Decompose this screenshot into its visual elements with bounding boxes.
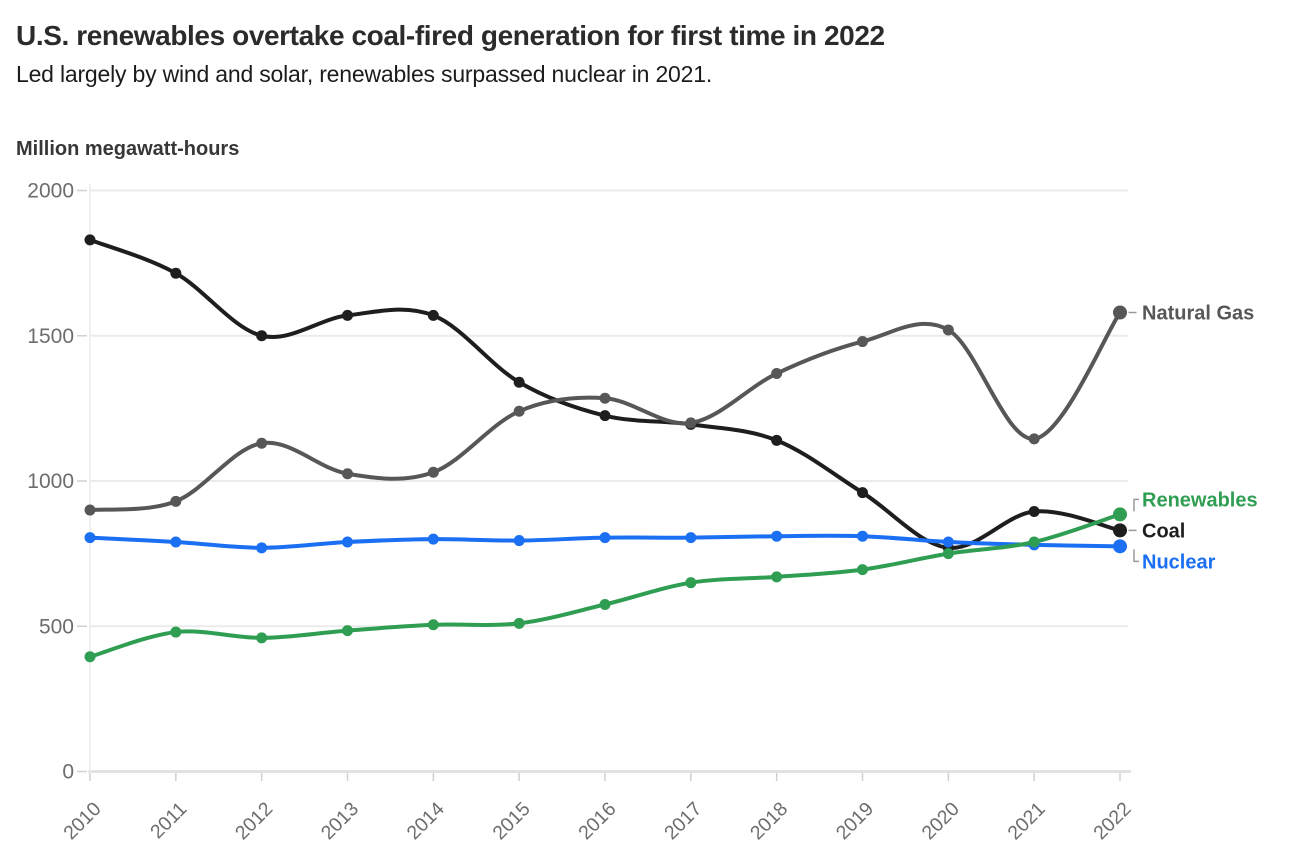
data-point-natural-gas-2016 bbox=[599, 392, 611, 404]
data-point-coal-2014 bbox=[427, 309, 439, 321]
data-point-nuclear-2010 bbox=[84, 532, 96, 544]
data-point-renewables-2014 bbox=[427, 619, 439, 631]
data-point-nuclear-2019 bbox=[857, 530, 868, 542]
data-point-natural-gas-2012 bbox=[256, 437, 268, 449]
y-axis-title: Million megawatt-hours bbox=[16, 138, 240, 160]
x-tick-label: 2020 bbox=[918, 798, 964, 844]
data-point-natural-gas-2019 bbox=[857, 336, 868, 348]
data-point-coal-2011 bbox=[170, 267, 182, 279]
data-point-nuclear-2020 bbox=[942, 536, 954, 548]
data-point-coal-2019 bbox=[857, 487, 868, 499]
chart-title: U.S. renewables overtake coal-fired gene… bbox=[16, 20, 885, 51]
x-tick-label: 2019 bbox=[832, 798, 878, 844]
series-layer bbox=[84, 234, 1127, 663]
y-tick-label: 500 bbox=[39, 615, 74, 638]
data-point-renewables-2015 bbox=[513, 617, 525, 629]
data-point-natural-gas-2020 bbox=[942, 324, 954, 336]
data-point-nuclear-2015 bbox=[513, 535, 525, 547]
x-tick-label: 2013 bbox=[317, 798, 363, 844]
data-point-renewables-2021 bbox=[1028, 536, 1040, 548]
data-point-nuclear-2018 bbox=[771, 530, 783, 542]
data-point-renewables-2022 bbox=[1113, 507, 1127, 522]
data-point-nuclear-2016 bbox=[599, 532, 611, 544]
x-tick-label: 2010 bbox=[59, 798, 105, 844]
data-point-coal-2022 bbox=[1113, 523, 1127, 538]
x-tick-label: 2018 bbox=[746, 798, 792, 844]
x-tick-label: 2022 bbox=[1089, 798, 1135, 844]
x-tick-label: 2017 bbox=[660, 798, 706, 844]
data-point-nuclear-2011 bbox=[170, 536, 182, 548]
data-point-nuclear-2017 bbox=[685, 532, 697, 544]
data-point-natural-gas-2015 bbox=[513, 405, 525, 417]
label-connector-nuclear bbox=[1133, 549, 1139, 563]
data-point-natural-gas-2017 bbox=[685, 417, 697, 429]
data-point-natural-gas-2022 bbox=[1113, 305, 1127, 320]
data-point-coal-2013 bbox=[342, 309, 353, 321]
series-renewables bbox=[84, 507, 1127, 663]
series-natural-gas bbox=[84, 305, 1127, 516]
label-connector-renewables bbox=[1133, 498, 1139, 512]
data-point-natural-gas-2011 bbox=[170, 495, 182, 507]
x-tick-label: 2021 bbox=[1003, 798, 1049, 844]
data-point-natural-gas-2018 bbox=[771, 368, 783, 380]
series-nuclear bbox=[84, 530, 1127, 554]
data-point-renewables-2020 bbox=[942, 548, 954, 560]
data-point-nuclear-2013 bbox=[342, 536, 353, 548]
data-point-renewables-2013 bbox=[342, 625, 353, 637]
data-point-natural-gas-2021 bbox=[1028, 433, 1040, 445]
data-point-renewables-2019 bbox=[857, 564, 868, 576]
chart-header: U.S. renewables overtake coal-fired gene… bbox=[16, 20, 1276, 88]
x-tick-label: 2015 bbox=[488, 798, 534, 844]
data-point-renewables-2017 bbox=[685, 577, 697, 589]
series-end-label-renewables: Renewables bbox=[1142, 489, 1258, 511]
data-point-natural-gas-2013 bbox=[342, 468, 353, 480]
data-point-coal-2018 bbox=[771, 434, 783, 446]
data-point-coal-2012 bbox=[256, 330, 268, 342]
series-end-label-nuclear: Nuclear bbox=[1142, 551, 1216, 573]
series-end-label-coal: Coal bbox=[1142, 520, 1185, 542]
data-point-renewables-2012 bbox=[256, 632, 268, 644]
y-tick-label: 2000 bbox=[27, 180, 74, 203]
data-point-nuclear-2012 bbox=[256, 542, 268, 554]
data-point-renewables-2010 bbox=[84, 651, 96, 663]
data-point-natural-gas-2010 bbox=[84, 504, 96, 516]
x-tick-label: 2016 bbox=[574, 798, 620, 844]
data-point-renewables-2011 bbox=[170, 626, 182, 638]
data-point-renewables-2018 bbox=[771, 571, 783, 583]
data-point-natural-gas-2014 bbox=[427, 466, 439, 478]
y-tick-label: 1000 bbox=[27, 470, 74, 493]
x-tick-label: 2012 bbox=[231, 798, 277, 844]
data-point-coal-2010 bbox=[84, 234, 96, 246]
grid-layer: 0 500 1000 1500 2000 2010 2011 2012 2013 2014 2015… bbox=[27, 180, 1135, 845]
y-tick-label: 1500 bbox=[27, 325, 74, 348]
data-point-nuclear-2014 bbox=[427, 533, 439, 545]
series-end-label-natural-gas: Natural Gas bbox=[1142, 303, 1254, 325]
y-tick-label: 0 bbox=[62, 761, 74, 784]
data-point-nuclear-2022 bbox=[1113, 539, 1127, 554]
data-point-coal-2016 bbox=[599, 410, 611, 422]
data-point-coal-2021 bbox=[1028, 506, 1040, 518]
end-label-layer: Coal Natural Gas Nuclear Renewables bbox=[1128, 303, 1258, 573]
data-point-renewables-2016 bbox=[599, 598, 611, 610]
x-tick-label: 2011 bbox=[146, 798, 191, 843]
x-tick-label: 2014 bbox=[403, 798, 449, 844]
chart-subtitle: Led largely by wind and solar, renewable… bbox=[16, 61, 713, 88]
data-point-coal-2015 bbox=[513, 376, 525, 388]
